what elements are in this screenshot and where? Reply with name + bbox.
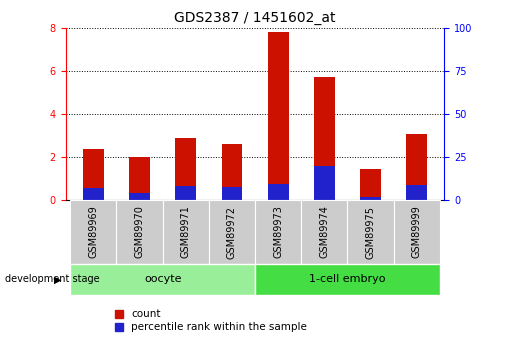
Bar: [175, 138, 196, 200]
Bar: [268, 184, 288, 200]
Text: GSM89999: GSM89999: [412, 206, 422, 258]
Text: GSM89971: GSM89971: [181, 206, 191, 258]
Bar: [83, 149, 104, 200]
Text: GSM89974: GSM89974: [319, 206, 329, 258]
Text: GSM89970: GSM89970: [134, 206, 144, 258]
Text: GSM89969: GSM89969: [88, 206, 98, 258]
Bar: [301, 200, 347, 264]
Bar: [255, 200, 301, 264]
Bar: [117, 200, 163, 264]
Text: GSM89972: GSM89972: [227, 206, 237, 258]
Bar: [255, 264, 440, 295]
Bar: [407, 186, 427, 200]
Title: GDS2387 / 1451602_at: GDS2387 / 1451602_at: [174, 11, 336, 25]
Bar: [163, 200, 209, 264]
Text: GSM89975: GSM89975: [366, 206, 376, 258]
Bar: [393, 200, 440, 264]
Bar: [129, 193, 150, 200]
Text: 1-cell embryo: 1-cell embryo: [309, 275, 386, 284]
Bar: [70, 264, 255, 295]
Bar: [83, 188, 104, 200]
Bar: [360, 169, 381, 200]
Text: GSM89973: GSM89973: [273, 206, 283, 258]
Bar: [175, 186, 196, 200]
Text: oocyte: oocyte: [144, 275, 181, 284]
Bar: [314, 77, 335, 200]
Bar: [407, 134, 427, 200]
Bar: [222, 187, 242, 200]
Bar: [222, 144, 242, 200]
Bar: [360, 197, 381, 200]
Text: ▶: ▶: [55, 275, 62, 284]
Legend: count, percentile rank within the sample: count, percentile rank within the sample: [113, 307, 309, 335]
Bar: [268, 32, 288, 200]
Bar: [209, 200, 255, 264]
Bar: [347, 200, 393, 264]
Bar: [314, 166, 335, 200]
Bar: [129, 157, 150, 200]
Text: development stage: development stage: [5, 275, 99, 284]
Bar: [70, 200, 117, 264]
